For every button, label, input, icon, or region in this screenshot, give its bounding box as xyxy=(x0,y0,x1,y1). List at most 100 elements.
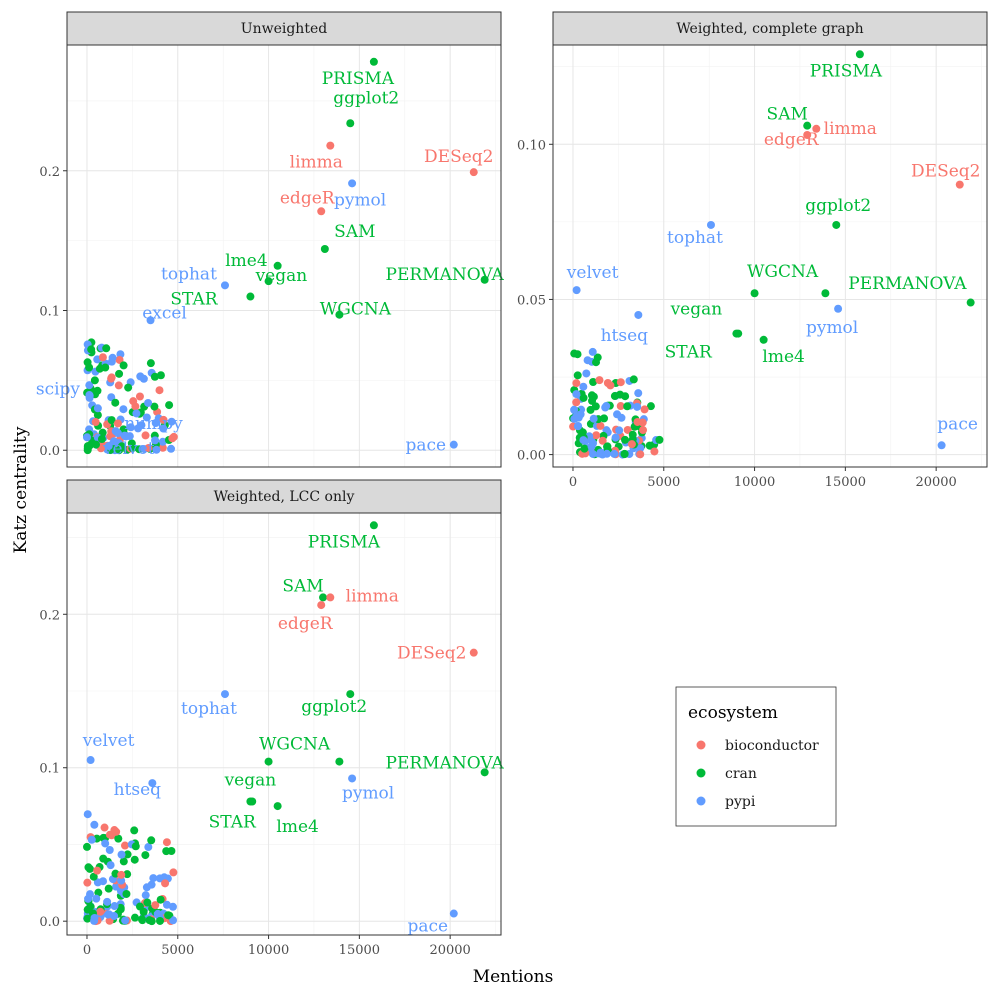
facet-title: Weighted, complete graph xyxy=(676,21,863,37)
data-point xyxy=(90,376,99,385)
data-point xyxy=(147,836,156,845)
data-point xyxy=(832,220,841,229)
point-label: ggplot2 xyxy=(805,196,871,216)
data-point xyxy=(156,371,165,380)
data-point xyxy=(114,834,123,843)
data-point xyxy=(613,410,622,419)
point-label: lme4 xyxy=(276,817,318,837)
data-point xyxy=(144,398,153,407)
data-point xyxy=(573,422,582,431)
data-point xyxy=(113,419,122,428)
data-point xyxy=(107,416,116,425)
data-point xyxy=(84,894,93,903)
point-label: DESeq2 xyxy=(911,162,980,182)
point-label: tophat xyxy=(667,228,723,248)
data-point xyxy=(589,378,598,387)
data-point xyxy=(629,375,638,384)
data-point xyxy=(220,690,229,699)
point-label: SAM xyxy=(282,576,323,596)
data-point xyxy=(803,130,812,139)
data-point xyxy=(131,842,140,851)
data-point xyxy=(98,428,107,437)
data-point xyxy=(142,413,151,422)
data-point xyxy=(104,442,113,451)
legend-title: ecosystem xyxy=(688,703,778,723)
data-point xyxy=(85,363,94,372)
data-point xyxy=(165,401,174,410)
data-point xyxy=(319,593,328,602)
data-point xyxy=(834,304,843,313)
y-tick-label: 0.10 xyxy=(517,138,546,153)
point-label: lme4 xyxy=(225,251,267,271)
point-label: lme4 xyxy=(762,347,804,367)
data-point xyxy=(582,369,591,378)
data-point xyxy=(122,889,131,898)
data-point xyxy=(634,310,643,319)
data-point xyxy=(145,916,154,925)
data-point xyxy=(579,382,588,391)
data-point xyxy=(264,757,273,766)
data-point xyxy=(273,261,282,270)
data-point xyxy=(162,900,171,909)
data-point xyxy=(169,916,178,925)
data-point xyxy=(155,874,164,883)
data-point xyxy=(639,426,648,435)
point-label: scipy xyxy=(36,379,81,399)
data-point xyxy=(162,838,171,847)
data-point xyxy=(102,344,111,353)
data-point xyxy=(159,415,168,424)
data-point xyxy=(264,277,273,286)
data-point xyxy=(161,879,170,888)
data-point xyxy=(151,436,160,445)
data-point xyxy=(573,371,582,380)
data-point xyxy=(759,335,768,344)
point-label: pace xyxy=(405,436,446,456)
data-point xyxy=(137,421,146,430)
x-tick-label: 0 xyxy=(83,943,91,958)
data-point xyxy=(146,359,155,368)
point-label: SAM xyxy=(334,222,375,242)
data-point xyxy=(87,835,96,844)
data-point xyxy=(645,441,654,450)
data-point xyxy=(572,398,581,407)
data-point xyxy=(109,437,118,446)
data-point xyxy=(589,392,598,401)
data-point xyxy=(119,857,128,866)
y-axis-title: Katz centrality xyxy=(11,426,31,553)
point-label: ggplot2 xyxy=(301,697,367,717)
x-tick-label: 10000 xyxy=(734,475,775,490)
data-point xyxy=(104,910,113,919)
point-label: edgeR xyxy=(764,130,820,150)
data-point xyxy=(108,353,117,362)
data-point xyxy=(132,409,141,418)
data-point xyxy=(117,442,126,451)
point-label: WGCNA xyxy=(259,735,331,755)
data-point xyxy=(131,402,140,411)
data-point xyxy=(135,902,144,911)
data-point xyxy=(135,392,144,401)
data-point xyxy=(147,880,156,889)
data-point xyxy=(610,449,619,458)
data-point xyxy=(646,402,655,411)
data-point xyxy=(121,916,130,925)
data-point xyxy=(480,275,489,284)
data-point xyxy=(91,418,100,427)
data-point xyxy=(592,358,601,367)
x-tick-label: 20000 xyxy=(429,943,470,958)
data-point xyxy=(369,57,378,66)
data-point xyxy=(152,445,161,454)
data-point xyxy=(119,361,128,370)
data-point xyxy=(570,405,579,414)
data-point xyxy=(111,398,120,407)
x-tick-label: 5000 xyxy=(161,943,194,958)
data-point xyxy=(636,450,645,459)
point-label: WGCNA xyxy=(747,262,819,282)
panel-3: Weighted, LCC only 0.0 0.1 0.2 0 5000 10000 150… xyxy=(39,479,504,958)
data-point xyxy=(141,431,150,440)
data-point xyxy=(168,434,177,443)
data-point xyxy=(99,854,108,863)
data-point xyxy=(92,440,101,449)
data-point xyxy=(596,448,605,457)
data-point xyxy=(167,417,176,426)
